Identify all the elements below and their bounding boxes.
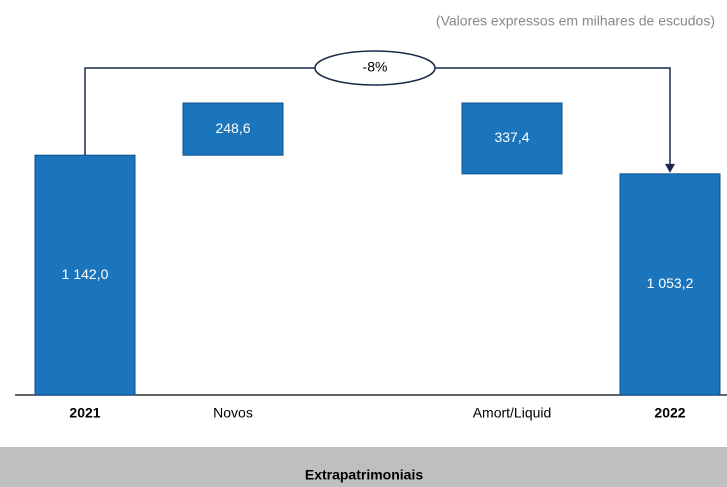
bar bbox=[34, 154, 136, 396]
bar bbox=[619, 173, 721, 396]
annotation-ellipse bbox=[314, 50, 436, 86]
data-label: 1 053,2 bbox=[647, 275, 694, 291]
data-label: 337,4 bbox=[494, 129, 529, 145]
x-tick-label: Amort/Liquid bbox=[473, 405, 552, 421]
bar bbox=[182, 102, 284, 156]
x-tick-label: Novos bbox=[213, 405, 253, 421]
data-label: 248,6 bbox=[215, 120, 250, 136]
x-tick-label: 2022 bbox=[654, 405, 685, 421]
bar bbox=[461, 102, 563, 175]
footer: Extrapatrimoniais bbox=[305, 467, 423, 483]
data-label: 1 142,0 bbox=[62, 266, 109, 282]
annotation: -8% bbox=[363, 59, 388, 75]
x-tick-label: 2021 bbox=[69, 405, 100, 421]
footer-band bbox=[0, 447, 727, 487]
subtitle: (Valores expressos em milhares de escudo… bbox=[436, 13, 715, 29]
arrow-head bbox=[665, 163, 675, 173]
